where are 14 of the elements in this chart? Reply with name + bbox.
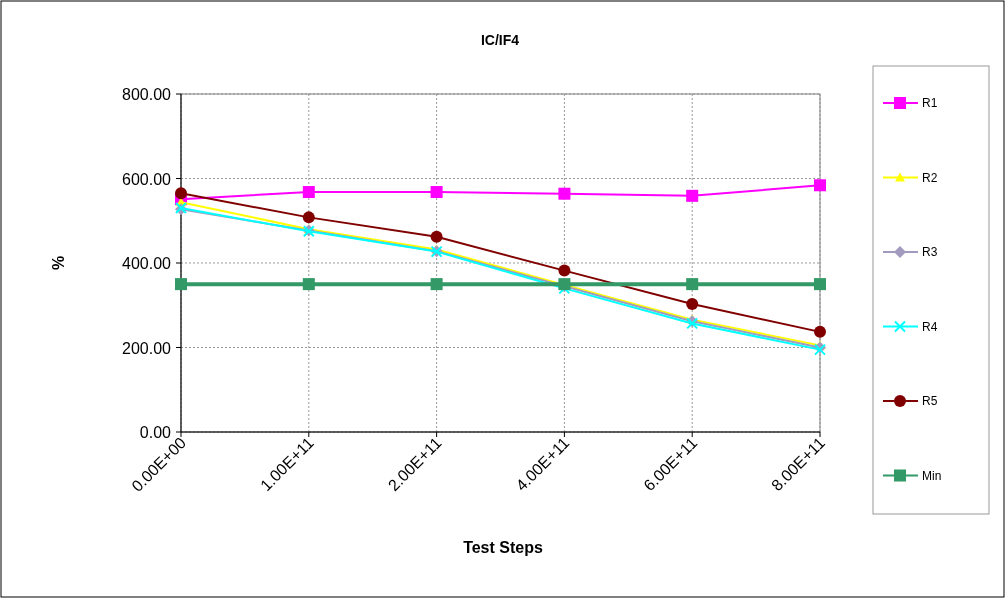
legend-label: R1 (922, 96, 938, 110)
legend-label: R4 (922, 319, 938, 334)
y-tick-label: 400.00 (122, 255, 172, 272)
chart-title: IC/IF4 (480, 32, 520, 48)
y-tick-label: 800.00 (122, 86, 172, 103)
y-axis-title: % (50, 255, 67, 271)
y-tick-label: 600.00 (122, 170, 172, 188)
y-tick-label: 200.00 (122, 339, 172, 357)
legend-label: R3 (922, 245, 938, 259)
legend-label: R5 (922, 394, 938, 408)
legend-label: Min (922, 468, 942, 483)
y-tick-label: 0.00 (139, 424, 172, 441)
legend-label: R2 (922, 170, 938, 185)
x-axis-title: Test Steps (463, 539, 543, 556)
